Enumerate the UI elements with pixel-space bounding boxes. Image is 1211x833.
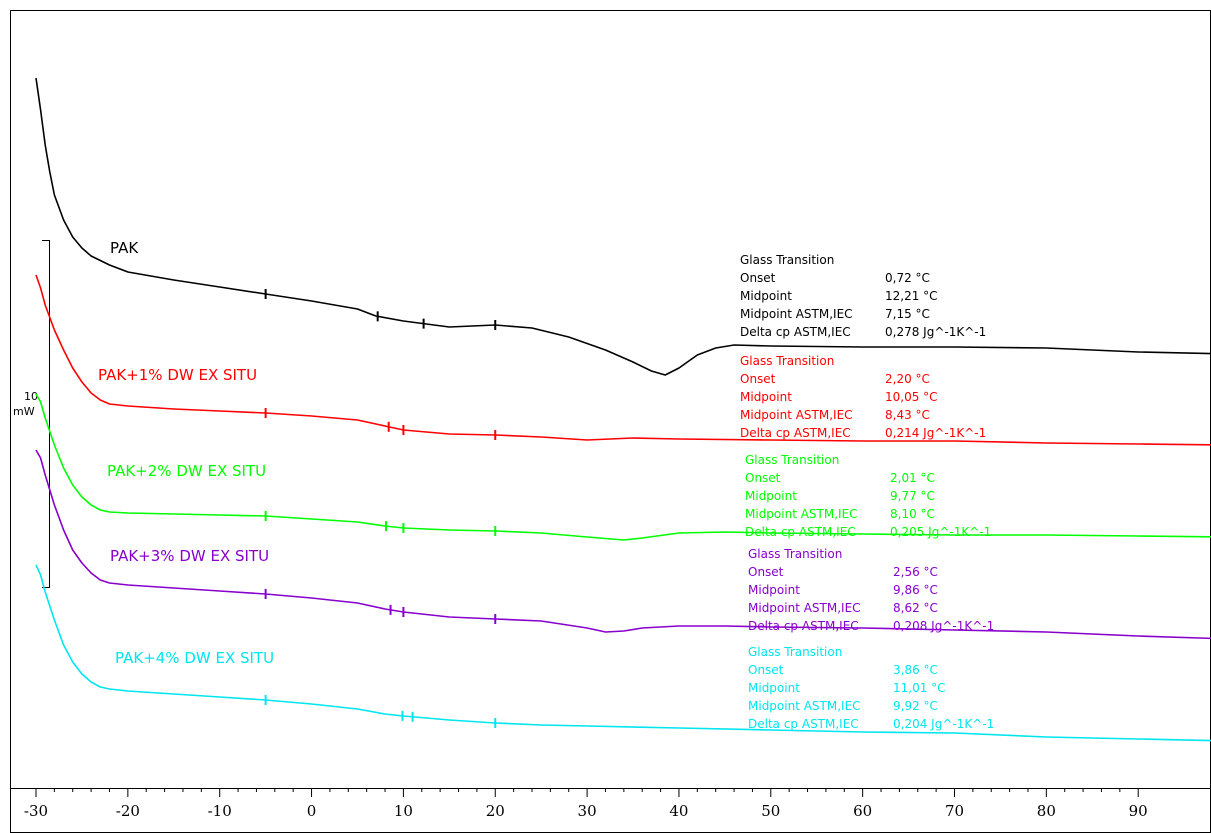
annotation-label: Midpoint ASTM,IEC [740,307,853,321]
x-tick-label: -30 [24,802,48,820]
x-tick-label: 0 [307,802,317,820]
annotation-label: Onset [745,471,781,485]
annotation-value: 7,15 °C [885,307,930,321]
x-tick-label: 40 [669,802,688,820]
annotation-title: Glass Transition [745,453,839,467]
annotation-value: 2,20 °C [885,372,930,386]
series-line-pak-3pct-dw-ex-situ [35,449,1211,640]
annotation-value: 8,10 °C [890,507,935,521]
annotation-label: Onset [748,565,784,579]
annotation-pak-4pct-dw-ex-situ: Glass Transition Onset 3,86 °C Midpoint 11,0… [748,645,994,731]
annotation-value: 3,86 °C [893,663,938,677]
annotation-label: Delta cp ASTM,IEC [745,525,856,539]
markers-group [264,289,497,728]
annotation-value: 0,72 °C [885,271,930,285]
annotation-title: Glass Transition [748,547,842,561]
annotation-value: 11,01 °C [893,681,946,695]
annotation-value: 9,92 °C [893,699,938,713]
annotation-value: 2,56 °C [893,565,938,579]
annotation-value: 2,01 °C [890,471,935,485]
annotation-label: Delta cp ASTM,IEC [740,426,851,440]
annotation-label: Midpoint ASTM,IEC [748,601,861,615]
annotation-value: 0,214 Jg^-1K^-1 [885,426,986,440]
annotation-pak: Glass Transition Onset 0,72 °C Midpoint 12,2… [740,253,986,339]
annotation-pak-2pct-dw-ex-situ: Glass Transition Onset 2,01 °C Midpoint 9,77… [745,453,991,539]
annotation-label: Midpoint [740,289,792,303]
series-labels: PAK PAK+1% DW EX SITU PAK+2% DW EX SITU PAK… [98,239,274,667]
annotation-value: 10,05 °C [885,390,938,404]
annotation-label: Midpoint [740,390,792,404]
x-tick-label: 80 [1037,802,1056,820]
x-tick-label: 10 [394,802,413,820]
annotation-label: Midpoint ASTM,IEC [745,507,858,521]
x-tick-label: -20 [116,802,140,820]
annotation-label: Delta cp ASTM,IEC [748,619,859,633]
annotation-value: 0,278 Jg^-1K^-1 [885,325,986,339]
series-line-pak [35,77,1211,376]
series-line-pak-2pct-dw-ex-situ [35,393,1211,541]
annotation-label: Midpoint [748,681,800,695]
x-tick-label: 20 [486,802,505,820]
x-tick-label: 70 [945,802,964,820]
annotation-value: 0,208 Jg^-1K^-1 [893,619,994,633]
series-group [35,77,1211,742]
annotation-pak-1pct-dw-ex-situ: Glass Transition Onset 2,20 °C Midpoint 10,0… [740,354,986,440]
x-tick-label: 60 [853,802,872,820]
series-label-pak-1pct-dw-ex-situ: PAK+1% DW EX SITU [98,366,257,384]
annotation-label: Onset [740,271,776,285]
annotation-title: Glass Transition [748,645,842,659]
annotation-value: 0,204 Jg^-1K^-1 [893,717,994,731]
series-label-pak: PAK [110,239,139,257]
annotation-label: Midpoint [745,489,797,503]
annotation-value: 12,21 °C [885,289,938,303]
series-line-pak-4pct-dw-ex-situ [35,564,1211,742]
plot-frame [10,10,1211,833]
series-line-pak-1pct-dw-ex-situ [35,274,1211,446]
annotation-label: Delta cp ASTM,IEC [748,717,859,731]
scale-bar-value: 10 [24,390,38,403]
x-tick-label: 50 [761,802,780,820]
x-tick-label: 30 [578,802,597,820]
annotation-pak-3pct-dw-ex-situ: Glass Transition Onset 2,56 °C Midpoint 9,86… [748,547,994,633]
annotation-title: Glass Transition [740,253,834,267]
annotation-label: Midpoint ASTM,IEC [748,699,861,713]
annotation-value: 9,77 °C [890,489,935,503]
x-tick-label: 90 [1129,802,1148,820]
annotation-value: 8,62 °C [893,601,938,615]
x-tick-label: -10 [208,802,232,820]
series-label-pak-2pct-dw-ex-situ: PAK+2% DW EX SITU [107,462,266,480]
annotation-label: Onset [740,372,776,386]
series-label-pak-3pct-dw-ex-situ: PAK+3% DW EX SITU [110,547,269,565]
annotation-value: 9,86 °C [893,583,938,597]
annotation-label: Onset [748,663,784,677]
scale-bar: 10 mW [13,240,50,588]
glass-transition-annotations: Glass Transition Onset 0,72 °C Midpoint 12,2… [740,253,994,731]
scale-bar-unit: mW [13,405,35,418]
annotation-title: Glass Transition [740,354,834,368]
annotation-value: 8,43 °C [885,408,930,422]
series-label-pak-4pct-dw-ex-situ: PAK+4% DW EX SITU [115,649,274,667]
annotation-label: Midpoint ASTM,IEC [740,408,853,422]
annotation-label: Delta cp ASTM,IEC [740,325,851,339]
annotation-value: 0,205 Jg^-1K^-1 [890,525,991,539]
annotation-label: Midpoint [748,583,800,597]
